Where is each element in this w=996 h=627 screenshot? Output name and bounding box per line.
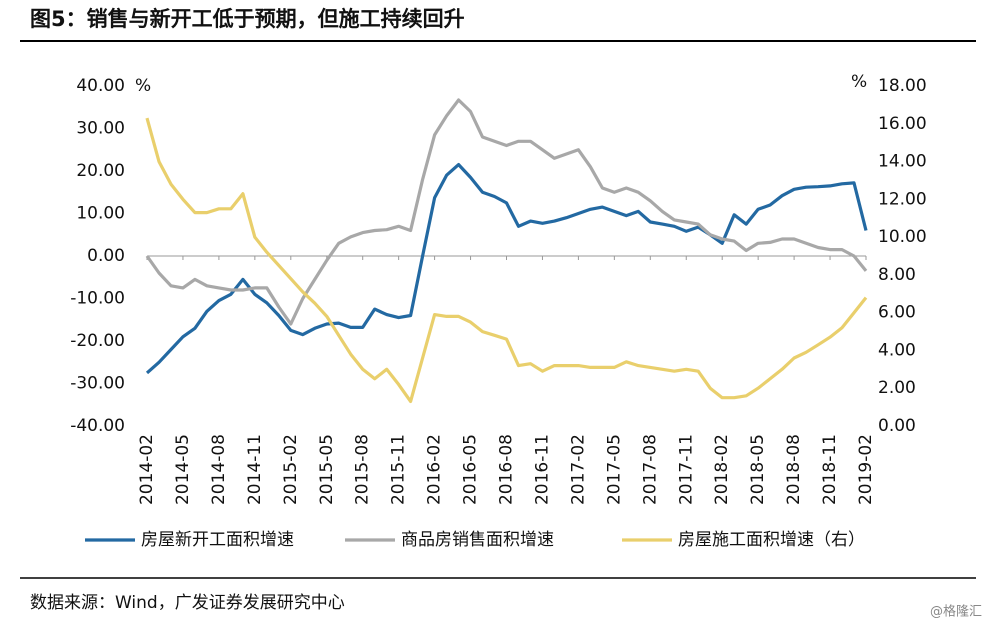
- x-tick-label: 2017-11: [676, 434, 696, 505]
- legend-label: 房屋施工面积增速（右）: [678, 530, 865, 550]
- y-tick-label: -10.00: [70, 289, 125, 309]
- y2-tick-label: 14.00: [878, 152, 927, 172]
- y-unit: %: [135, 76, 151, 96]
- y-tick-label: 10.00: [76, 204, 125, 224]
- y2-tick-label: 0.00: [878, 416, 916, 436]
- x-tick-label: 2017-08: [640, 434, 660, 505]
- x-tick-label: 2016-08: [497, 434, 517, 505]
- y2-tick-label: 8.00: [878, 265, 916, 285]
- x-tick-label: 2018-02: [712, 434, 732, 505]
- x-tick-label: 2014-05: [173, 434, 193, 505]
- chart-title: 图5：销售与新开工低于预期，但施工持续回升: [30, 7, 465, 31]
- y2-tick-label: 12.00: [878, 189, 927, 209]
- y2-unit: %: [851, 72, 867, 92]
- x-tick-label: 2016-02: [425, 434, 445, 505]
- series-line: [145, 117, 868, 403]
- y2-tick-label: 6.00: [878, 303, 916, 323]
- x-tick-label: 2016-05: [461, 434, 481, 505]
- x-tick-label: 2014-11: [245, 434, 265, 505]
- x-tick-label: 2015-08: [353, 434, 373, 505]
- x-tick-label: 2015-02: [281, 434, 301, 505]
- y-tick-label: -20.00: [70, 331, 125, 351]
- y2-tick-label: 18.00: [878, 76, 927, 96]
- y-tick-label: -40.00: [70, 416, 125, 436]
- y-tick-label: 0.00: [87, 246, 125, 266]
- x-tick-label: 2018-08: [784, 434, 804, 505]
- watermark: @格隆汇: [930, 604, 982, 620]
- x-tick-label: 2019-02: [856, 434, 876, 505]
- y2-tick-label: 4.00: [878, 340, 916, 360]
- x-tick-label: 2015-11: [389, 434, 409, 505]
- x-tick-label: 2018-11: [820, 434, 840, 505]
- legend-label: 房屋新开工面积增速: [141, 530, 294, 550]
- y2-tick-label: 2.00: [878, 378, 916, 398]
- legend-label: 商品房销售面积增速: [401, 530, 554, 550]
- y-tick-label: 40.00: [76, 76, 125, 96]
- series-line: [145, 98, 868, 326]
- x-tick-label: 2014-02: [137, 434, 157, 505]
- x-tick-label: 2015-05: [317, 434, 337, 505]
- y-tick-label: 20.00: [76, 161, 125, 181]
- y2-tick-label: 16.00: [878, 114, 927, 134]
- x-tick-label: 2017-02: [568, 434, 588, 505]
- x-tick-label: 2014-08: [209, 434, 229, 505]
- x-tick-label: 2016-11: [532, 434, 552, 505]
- x-tick-label: 2018-05: [748, 434, 768, 505]
- y-tick-label: -30.00: [70, 374, 125, 394]
- x-tick-label: 2017-05: [604, 434, 624, 505]
- y-tick-label: 30.00: [76, 119, 125, 139]
- series-line: [145, 163, 868, 375]
- source: 数据来源：Wind，广发证券发展研究中心: [30, 593, 345, 613]
- y2-tick-label: 10.00: [878, 227, 927, 247]
